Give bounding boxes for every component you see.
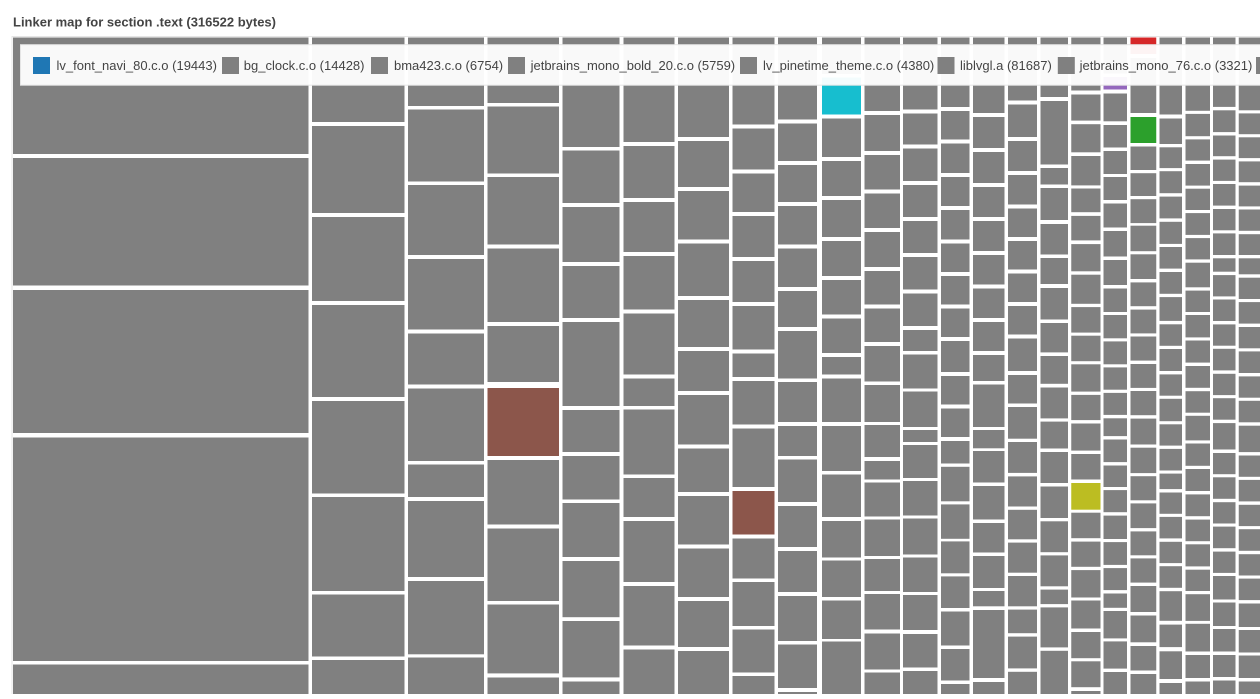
svg-text:jetbrains_mono_bold_20.c.o (57: jetbrains_mono_bold_20.c.o (5759) — [530, 58, 736, 73]
svg-text:lv_font_navi_80.c.o (19443): lv_font_navi_80.c.o (19443) — [57, 58, 217, 73]
svg-text:Linker map for section .text (: Linker map for section .text (316522 byt… — [13, 14, 276, 29]
svg-text:bma423.c.o (6754): bma423.c.o (6754) — [394, 58, 503, 73]
svg-text:bg_clock.c.o (14428): bg_clock.c.o (14428) — [244, 58, 365, 73]
svg-text:lv_pinetime_theme.c.o (4380): lv_pinetime_theme.c.o (4380) — [763, 58, 934, 73]
svg-text:liblvgl.a (81687): liblvgl.a (81687) — [960, 58, 1052, 73]
svg-text:jetbrains_mono_76.c.o (3321): jetbrains_mono_76.c.o (3321) — [1079, 58, 1253, 73]
